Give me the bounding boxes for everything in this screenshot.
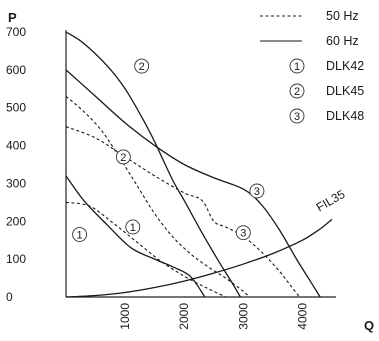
y-axis-label: P [8, 10, 17, 25]
curve-marker: 1 [125, 219, 141, 235]
legend-marker-circle [289, 108, 305, 124]
curve-marker: 3 [235, 225, 251, 241]
legend-marker-number: 3 [294, 111, 300, 123]
system-curve-label: FIL35 [314, 187, 348, 215]
x-tick-label: 1000 [118, 303, 132, 330]
curve-marker-circle [235, 225, 251, 241]
curve-marker-number: 3 [240, 228, 246, 240]
y-tick-label: 600 [6, 63, 26, 77]
curve-marker-number: 2 [139, 61, 145, 73]
system-curve-fil35 [65, 218, 333, 298]
x-tick-label: 4000 [295, 303, 309, 330]
x-axis-label: Q [364, 318, 374, 333]
axes-layer: P Q 0 100 200 300 400 500 600 700 1000 2000 3000 4000 [6, 10, 374, 333]
legend-marker-number: 2 [294, 86, 300, 98]
legend-marker-circle [289, 58, 305, 74]
y-tick-label: 500 [6, 101, 26, 115]
curve-marker-circle [125, 219, 141, 235]
curve-3-60hz [65, 69, 321, 298]
legend-marker-circle [289, 83, 305, 99]
x-tick-label: 3000 [236, 303, 250, 330]
curve-1-60hz [65, 175, 206, 298]
curve-2-60hz [65, 31, 241, 298]
y-tick-label: 200 [6, 214, 26, 228]
legend-marker-item: 1 [289, 58, 305, 74]
y-tick-label: 100 [6, 252, 26, 266]
curve-marker-number: 2 [120, 152, 126, 164]
curve-marker-circle [115, 149, 131, 165]
curve-marker: 2 [134, 58, 150, 74]
legend-label: DLK45 [326, 84, 364, 98]
legend-marker-item: 3 [289, 108, 305, 124]
curve-marker-circle [72, 227, 88, 242]
curve-marker-number: 3 [254, 186, 260, 198]
y-tick-label: 400 [6, 139, 26, 153]
curve-marker: 1 [72, 227, 88, 242]
curve-marker-number: 1 [77, 230, 83, 242]
legend-label: DLK42 [326, 59, 364, 73]
legend-label: 50 Hz [326, 9, 359, 23]
curve-marker-circle [134, 58, 150, 74]
curves-layer [65, 31, 333, 298]
legend-marker-number: 1 [294, 61, 300, 73]
legend-label: DLK48 [326, 109, 364, 123]
curve-marker-circle [249, 183, 265, 199]
y-tick-label: 0 [6, 290, 13, 304]
y-tick-label: 300 [6, 176, 26, 190]
x-tick-label: 2000 [177, 303, 191, 330]
y-tick-label: 700 [6, 25, 26, 39]
curve-marker: 2 [115, 149, 131, 165]
curve-1-50hz [65, 201, 226, 298]
curve-marker-number: 1 [130, 222, 136, 234]
legend-layer: 50 Hz 60 Hz 1 DLK42 2 DLK45 3 DLK48 [260, 9, 364, 124]
curve-marker: 3 [249, 183, 265, 199]
legend-marker-item: 2 [289, 83, 305, 99]
legend-label: 60 Hz [326, 34, 359, 48]
